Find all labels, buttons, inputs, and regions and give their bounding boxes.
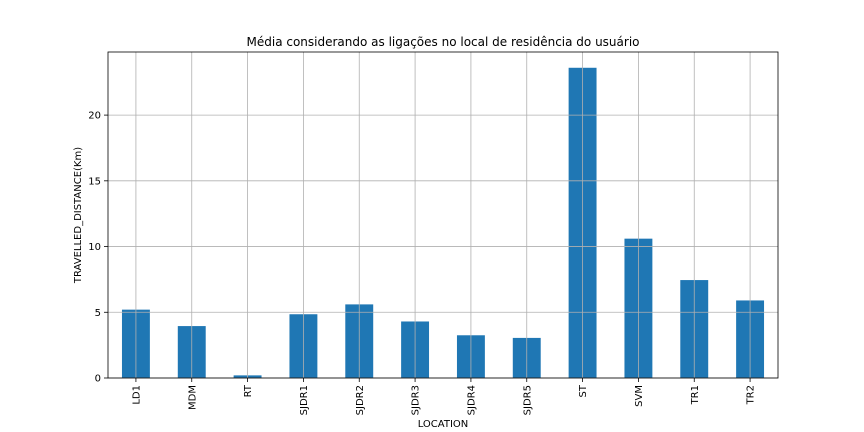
bars (121, 67, 765, 378)
x-tick-label: SVM (634, 385, 645, 407)
x-tick-label: TR1 (690, 385, 701, 405)
x-tick-label: SJDR3 (411, 385, 422, 415)
x-tick-label: LD1 (131, 385, 142, 405)
x-ticks: LD1 MDM RT SJDR1 SJDR2 SJDR3 SJDR4 SJDR5 ST SVM TR… (131, 378, 757, 415)
y-axis-label: TRAVELLED_DISTANCE(Km) (73, 147, 84, 284)
x-tick-label: SJDR5 (522, 385, 533, 415)
y-tick-label: 10 (88, 242, 101, 253)
x-tick-label: MDM (187, 385, 198, 410)
y-tick-label: 15 (88, 176, 101, 187)
chart-title: Média considerando as ligações no local … (247, 35, 640, 49)
x-tick-label: RT (243, 384, 254, 397)
x-tick-label: ST (578, 384, 589, 397)
y-tick-label: 5 (95, 308, 101, 319)
x-tick-label: SJDR2 (355, 385, 366, 415)
plot-frame (107, 51, 779, 379)
x-axis-label: LOCATION (418, 419, 469, 430)
y-ticks: 0 5 10 15 20 (88, 111, 108, 385)
x-tick-label: TR2 (746, 385, 757, 405)
x-tick-label: SJDR1 (299, 385, 310, 415)
grid-lines (108, 52, 778, 379)
y-tick-label: 0 (95, 374, 101, 385)
x-tick-label: SJDR4 (466, 385, 477, 415)
y-tick-label: 20 (88, 111, 101, 122)
